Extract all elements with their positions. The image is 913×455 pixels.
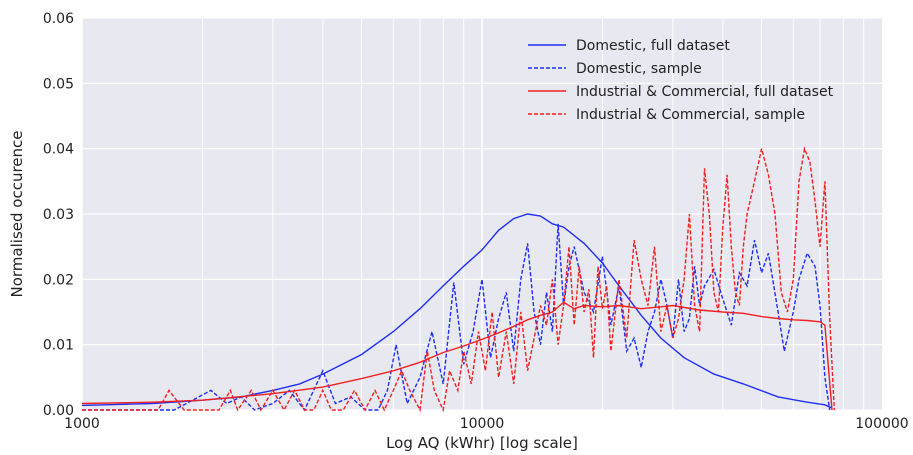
series-line-1 <box>81 213 833 409</box>
y-tick-label: 0.06 <box>43 11 74 27</box>
series-group <box>81 146 835 413</box>
grid-lines <box>81 17 882 411</box>
x-tick-label: 1000 <box>64 416 100 432</box>
legend-label: Industrial & Commercial, sample <box>576 107 805 123</box>
x-axis-label: Log AQ (kWhr) [log scale] <box>386 434 578 452</box>
legend: Domestic, full dataset Domestic, sample In… <box>528 38 834 123</box>
x-tick-label: 100000 <box>855 416 908 432</box>
legend-label: Industrial & Commercial, full dataset <box>576 84 834 100</box>
y-tick-label: 0.00 <box>43 403 74 419</box>
y-tick-label: 0.01 <box>43 338 74 354</box>
y-tick-label: 0.03 <box>43 207 74 223</box>
y-tick-label: 0.02 <box>43 272 74 288</box>
legend-label: Domestic, sample <box>576 61 702 77</box>
y-tick-label: 0.04 <box>43 142 74 158</box>
series-line-3 <box>81 301 833 411</box>
tick-labels: 1000 10000 100000 0.00 0.01 0.02 0.03 0.04 0.05 0… <box>43 11 909 432</box>
series-line-2 <box>82 223 831 412</box>
y-axis-label: Normalised occurence <box>8 131 26 298</box>
y-tick-label: 0.05 <box>43 76 74 92</box>
x-tick-label: 10000 <box>460 416 505 432</box>
series-line-4 <box>82 146 835 413</box>
legend-label: Domestic, full dataset <box>576 38 730 54</box>
